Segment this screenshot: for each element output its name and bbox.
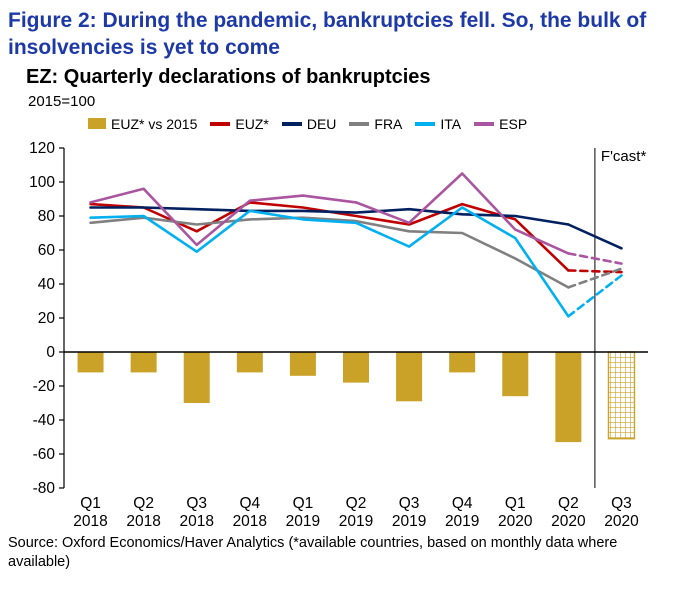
x-tick-year: 2019 [445, 513, 479, 530]
legend-item-deu: DEU [281, 115, 337, 132]
bankruptcies-chart: 120100806040200-20-40-60-80F'cast*Q12018… [29, 140, 648, 530]
legend-label: DEU [306, 115, 337, 132]
x-tick-year: 2020 [551, 513, 586, 530]
bar [449, 351, 476, 373]
x-tick-year: 2018 [179, 513, 213, 530]
bar [289, 351, 316, 376]
x-tick-quarter: Q4 [239, 495, 260, 512]
figure-title: Figure 2: During the pandemic, bankruptc… [8, 9, 647, 59]
x-tick-year: 2018 [73, 513, 107, 530]
y-axis: 120 100 80 60 40 20 0 -20 -40 -60 -80 [29, 140, 65, 497]
legend-label: EUZ* [235, 115, 269, 132]
bar [502, 351, 529, 396]
x-tick-quarter: Q2 [558, 495, 579, 512]
x-tick-year: 2019 [339, 513, 373, 530]
x-tick-quarter: Q1 [80, 495, 101, 512]
y-tick-label: -60 [33, 446, 56, 463]
forecast-bar [607, 351, 636, 440]
bar [77, 351, 104, 373]
line-series-ita [89, 205, 623, 318]
legend-item-euz: EUZ* [210, 115, 269, 132]
bar [183, 351, 210, 403]
x-tick-quarter: Q4 [452, 495, 473, 512]
chart-title: EZ: Quarterly declarations of bankruptci… [26, 65, 431, 88]
line-swatch-icon [210, 121, 231, 126]
legend-item-ita: ITA [415, 116, 461, 132]
y-tick-label: 20 [38, 310, 56, 327]
bar [555, 351, 582, 442]
bar [396, 351, 423, 402]
y-tick-label: 60 [38, 242, 56, 259]
x-tick-quarter: Q3 [186, 495, 207, 512]
line-swatch-icon [415, 121, 436, 126]
x-tick-year: 2020 [498, 513, 533, 530]
x-tick-quarter: Q3 [611, 495, 632, 512]
bar [130, 351, 157, 373]
y-tick-label: 120 [29, 140, 55, 157]
x-tick-quarter: Q1 [505, 495, 526, 512]
bar [236, 351, 263, 373]
bar [343, 351, 369, 383]
y-tick-label: 40 [38, 276, 56, 293]
x-tick-quarter: Q2 [133, 495, 154, 512]
y-tick-label: 80 [38, 208, 56, 225]
index-note: 2015=100 [28, 92, 96, 110]
y-tick-label: -20 [33, 378, 56, 395]
x-tick-year: 2019 [392, 513, 426, 530]
legend-label: ESP [499, 115, 528, 132]
chart-legend: EUZ* vs 2015 EUZ* DEU FRA ITA ESP [88, 116, 688, 132]
legend-label: FRA [374, 115, 403, 132]
line-swatch-icon [474, 121, 495, 126]
y-tick-label: -40 [33, 412, 56, 429]
legend-item-esp: ESP [474, 116, 527, 132]
x-tick-year: 2020 [604, 513, 639, 530]
line-series-esp [89, 171, 623, 265]
x-tick-year: 2019 [286, 513, 320, 530]
x-tick-quarter: Q3 [399, 495, 420, 512]
x-tick-quarter: Q1 [293, 495, 314, 512]
x-tick-year: 2018 [233, 513, 267, 530]
source-note: Source: Oxford Economics/Haver Analytics… [8, 534, 618, 570]
forecast-label: F'cast* [601, 148, 647, 165]
legend-item-fra: FRA [349, 116, 402, 132]
legend-label: EUZ* vs 2015 [111, 115, 198, 132]
line-series-fra [89, 216, 623, 289]
line-swatch-icon [349, 121, 370, 126]
legend-item-euz-vs-2015: EUZ* vs 2015 [88, 116, 197, 132]
x-tick-year: 2018 [126, 513, 160, 530]
x-axis-labels: Q12018Q22018Q32018Q42018Q12019Q22019Q320… [73, 495, 639, 530]
legend-label: ITA [440, 115, 462, 132]
bar-series-group [77, 351, 636, 442]
y-tick-label: 0 [46, 344, 55, 361]
line-swatch-icon [281, 121, 302, 126]
x-tick-quarter: Q2 [346, 495, 367, 512]
line-series-deu [89, 205, 623, 250]
bar-swatch-icon [88, 118, 106, 130]
y-tick-label: -80 [33, 480, 56, 497]
y-tick-label: 100 [29, 174, 55, 191]
